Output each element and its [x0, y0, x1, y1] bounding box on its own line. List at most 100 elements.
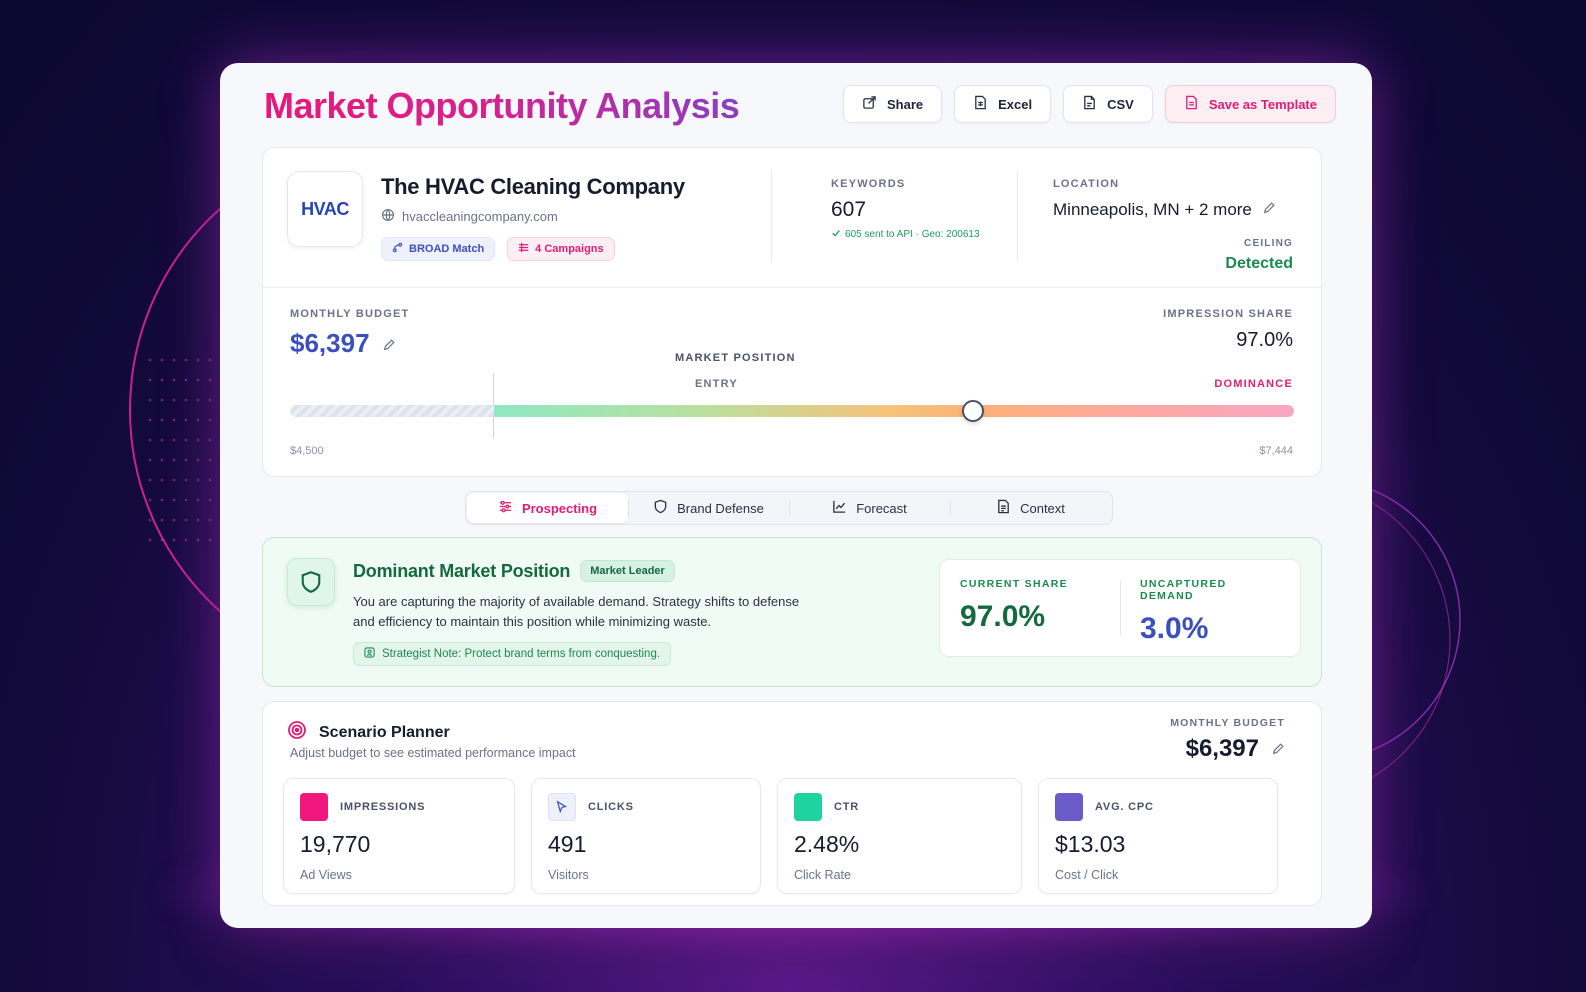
csv-button[interactable]: CSV: [1063, 85, 1153, 123]
file-icon: [1082, 95, 1097, 113]
divider: [771, 170, 772, 262]
share-button[interactable]: Share: [842, 85, 943, 123]
metric-value: 19,770: [300, 831, 371, 857]
company-logo: HVAC: [287, 171, 363, 247]
website-text: hvaccleaningcompany.com: [402, 209, 558, 224]
share-icon: [862, 95, 877, 113]
current-share-stat: CURRENT SHARE 97.0%: [940, 560, 1120, 656]
scenario-planner-panel: Scenario Planner Adjust budget to see es…: [262, 701, 1322, 906]
metric-label: CTR: [834, 801, 860, 813]
monthly-budget-label: MONTHLY BUDGET: [290, 308, 410, 320]
toolbar: Share Excel CSV Save as Template: [842, 85, 1336, 123]
chart-line-icon: [832, 499, 847, 517]
cursor-icon: [548, 793, 576, 821]
divider: [1017, 170, 1018, 262]
tab-prospecting[interactable]: Prospecting: [467, 493, 628, 523]
excel-button[interactable]: Excel: [954, 85, 1052, 123]
user-tag-icon: [364, 647, 375, 661]
tab-context[interactable]: Context: [950, 493, 1111, 523]
logo-text: HVAC: [301, 198, 349, 219]
cpc-swatch-icon: [1055, 793, 1083, 821]
dominant-title: Dominant Market Position: [353, 560, 571, 581]
scenario-budget-value: $6,397: [1185, 735, 1259, 762]
uncaptured-demand-stat: UNCAPTURED DEMAND 3.0%: [1120, 560, 1300, 656]
edit-budget-icon[interactable]: [382, 328, 396, 359]
location-stat: LOCATION Minneapolis, MN + 2 more: [1053, 178, 1276, 220]
location-label: LOCATION: [1053, 178, 1120, 190]
globe-icon: [381, 208, 395, 225]
current-share-value: 97.0%: [960, 600, 1046, 633]
scenario-subtitle: Adjust budget to see estimated performan…: [290, 746, 576, 760]
uncaptured-demand-value: 3.0%: [1140, 612, 1209, 645]
scenario-title: Scenario Planner: [319, 723, 450, 741]
edit-scenario-budget-icon[interactable]: [1271, 735, 1285, 763]
market-gradient-zone: [494, 405, 1294, 417]
target-icon: [287, 720, 307, 745]
sliders-icon: [498, 499, 513, 517]
scenario-budget-label: MONTHLY BUDGET: [1170, 717, 1285, 729]
entry-label: ENTRY: [695, 378, 738, 390]
impressions-swatch-icon: [300, 793, 328, 821]
share-summary-card: CURRENT SHARE 97.0% UNCAPTURED DEMAND 3.…: [939, 559, 1301, 657]
budget-slider-thumb[interactable]: [961, 400, 984, 422]
dominant-title-row: Dominant Market Position Market Leader: [353, 560, 675, 582]
match-type-label: BROAD Match: [409, 243, 485, 255]
keywords-sub-text: 605 sent to API · Geo: 200613: [845, 229, 980, 240]
metric-desc: Cost / Click: [1055, 868, 1119, 882]
edit-location-icon[interactable]: [1262, 200, 1276, 220]
metric-desc: Visitors: [548, 868, 589, 882]
tab-forecast[interactable]: Forecast: [789, 493, 950, 523]
monthly-budget-stat: MONTHLY BUDGET $6,397: [290, 308, 409, 359]
shield-icon: [653, 499, 668, 517]
impression-share-stat: IMPRESSION SHARE 97.0%: [1163, 308, 1293, 352]
metric-value: 2.48%: [794, 831, 860, 857]
ceiling-value: Detected: [1225, 255, 1293, 272]
market-leader-badge: Market Leader: [580, 560, 675, 582]
save-template-button[interactable]: Save as Template: [1164, 85, 1336, 123]
tab-prospecting-label: Prospecting: [521, 500, 598, 516]
check-icon: [831, 228, 841, 241]
metric-label: IMPRESSIONS: [340, 801, 426, 813]
keywords-stat: KEYWORDS 607 605 sent to API · Geo: 2006…: [831, 178, 980, 241]
location-value: Minneapolis, MN + 2 more: [1053, 200, 1252, 219]
branch-icon: [392, 242, 403, 256]
scenario-budget-row: $6,397: [1170, 735, 1285, 763]
company-overview-panel: HVAC The HVAC Cleaning Company hvacclean…: [262, 147, 1322, 477]
location-value-row: Minneapolis, MN + 2 more: [1053, 200, 1276, 220]
budget-min-label: $4,500: [290, 445, 324, 457]
market-position-label: MARKET POSITION: [675, 352, 796, 364]
tab-brand-defense[interactable]: Brand Defense: [628, 493, 789, 523]
company-website[interactable]: hvaccleaningcompany.com: [381, 208, 558, 225]
page-title: Market Opportunity Analysis: [264, 85, 740, 126]
strategist-note-text: Strategist Note: Protect brand terms fro…: [382, 648, 661, 660]
metric-desc: Click Rate: [794, 868, 851, 882]
impression-share-label: IMPRESSION SHARE: [1163, 308, 1293, 320]
campaigns-chip[interactable]: 4 Campaigns: [507, 237, 615, 261]
grid-icon: [518, 242, 529, 256]
metric-cards: IMPRESSIONS 19,770 Ad Views CLICKS 491 V…: [283, 778, 1283, 894]
metric-desc: Ad Views: [300, 868, 352, 882]
impression-share-value: 97.0%: [1236, 329, 1293, 351]
divider: [263, 287, 1321, 288]
uncaptured-demand-label: UNCAPTURED DEMAND: [1140, 578, 1227, 602]
analysis-card: Market Opportunity Analysis Share Excel …: [220, 63, 1372, 928]
template-icon: [1184, 95, 1199, 113]
match-type-chip[interactable]: BROAD Match: [381, 237, 496, 261]
metric-label: AVG. CPC: [1095, 801, 1154, 813]
share-label: Share: [886, 96, 924, 112]
metric-ctr: CTR 2.48% Click Rate: [777, 778, 1022, 894]
excel-label: Excel: [998, 96, 1033, 112]
metric-avg-cpc: AVG. CPC $13.03 Cost / Click: [1038, 778, 1278, 894]
scenario-budget-stat: MONTHLY BUDGET $6,397: [1170, 717, 1285, 763]
budget-slider-track[interactable]: [290, 405, 1294, 417]
keywords-label: KEYWORDS: [831, 178, 906, 190]
scenario-title-row: Scenario Planner: [287, 720, 450, 745]
metric-clicks: CLICKS 491 Visitors: [531, 778, 761, 894]
tab-forecast-label: Forecast: [856, 500, 907, 516]
tab-brand-defense-label: Brand Defense: [677, 500, 764, 516]
metric-impressions: IMPRESSIONS 19,770 Ad Views: [283, 778, 515, 894]
ceiling-stat: CEILING Detected: [1225, 238, 1293, 273]
company-chips: BROAD Match 4 Campaigns: [381, 237, 615, 261]
save-template-label: Save as Template: [1208, 96, 1317, 112]
dominant-position-panel: Dominant Market Position Market Leader Y…: [262, 537, 1322, 687]
